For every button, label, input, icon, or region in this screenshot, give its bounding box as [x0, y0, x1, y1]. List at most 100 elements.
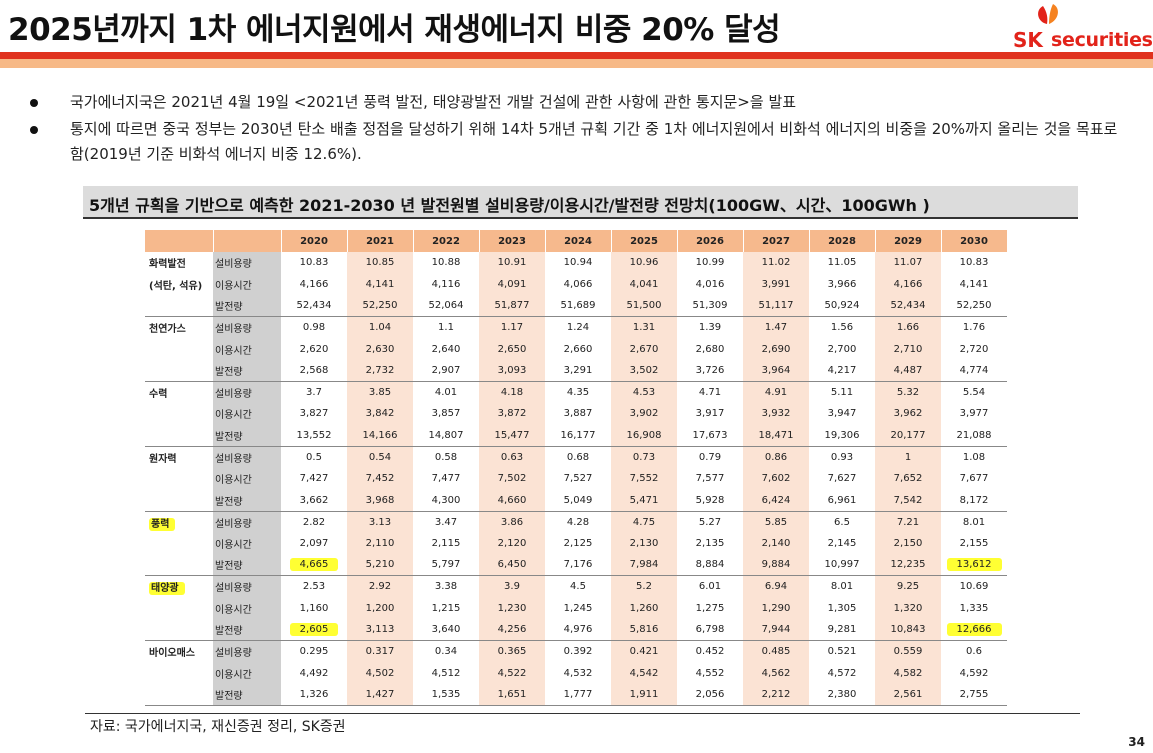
year-header: 2026 [677, 230, 744, 252]
item-label: 발전량 [213, 359, 281, 382]
value-cell: 1,275 [695, 602, 725, 614]
table-row: 이용시간 3,827 3,842 3,857 3,872 3,887 3,902 3,917 3… [145, 403, 1007, 425]
bullet-dot-icon [30, 126, 38, 134]
group-name-blank [145, 338, 213, 360]
value-cell: 3,662 [299, 494, 329, 506]
year-header: 2020 [281, 230, 348, 252]
value-cell: 4,572 [827, 667, 857, 679]
value-cell: 3,726 [695, 365, 725, 377]
value-cell: 15,477 [479, 424, 545, 447]
value-cell: 0.421 [611, 640, 677, 663]
value-cell: 52,434 [875, 295, 941, 317]
value-cell: 8,172 [959, 494, 989, 506]
value-cell: 19,306 [824, 429, 860, 441]
value-cell: 1.17 [479, 316, 545, 339]
group-name-blank [145, 490, 213, 512]
group-name: 천연가스 [145, 316, 213, 339]
value-cell: 4,562 [743, 662, 809, 684]
value-cell: 51,309 [692, 300, 728, 312]
value-cell: 0.54 [347, 445, 413, 468]
table-row: 원자력 설비용량 0.5 0.54 0.58 0.63 0.68 0.73 0.79 0.86 0.… [145, 445, 1007, 468]
item-label: 설비용량 [213, 381, 281, 404]
value-cell: 6,450 [479, 554, 545, 576]
value-cell: 3,968 [347, 489, 413, 512]
value-cell: 8,884 [695, 559, 725, 571]
item-label: 발전량 [213, 683, 281, 706]
value-cell: 5,816 [611, 619, 677, 641]
group-name-text: 원자력 [149, 453, 177, 465]
value-cell: 20,177 [875, 424, 941, 447]
value-cell: 4,592 [959, 667, 989, 679]
value-cell: 2,155 [959, 538, 989, 550]
value-cell: 3.13 [347, 510, 413, 533]
value-cell: 10.69 [941, 575, 1007, 598]
value-cell: 2,620 [299, 343, 329, 355]
table-row: 발전량 4,665 5,210 5,797 6,450 7,176 7,984 8,884 9,… [145, 554, 1007, 576]
value-cell: 5.27 [677, 510, 743, 533]
table-row: 바이오매스 설비용량 0.295 0.317 0.34 0.365 0.392 0.421 0.… [145, 640, 1007, 663]
value-cell: 5.85 [743, 510, 809, 533]
value-cell: 1.04 [347, 316, 413, 339]
bullet-item: 통지에 따르면 중국 정부는 2030년 탄소 배출 정점을 달성하기 위해 1… [30, 117, 1130, 167]
value-cell: 0.452 [677, 640, 743, 663]
value-cell: 4,217 [827, 365, 857, 377]
value-cell: 2,150 [875, 532, 941, 555]
table-row: 화력발전 설비용량 10.83 10.85 10.88 10.91 10.94 10.96 10… [145, 252, 1007, 274]
value-cell: 4.75 [611, 510, 677, 533]
group-name-text: 태양광 [149, 582, 185, 596]
highlighted-value: 12,666 [946, 623, 1002, 637]
table-row: 천연가스 설비용량 0.98 1.04 1.1 1.17 1.24 1.31 1.39 1.47 1… [145, 316, 1007, 339]
table-header-row: 2020 2021 2022 2023 2024 2025 2026 2027 2028 2029… [145, 230, 1008, 252]
year-header: 2025 [611, 230, 678, 252]
value-cell: 1.1 [413, 316, 479, 339]
page-title: 2025년까지 1차 에너지원에서 재생에너지 비중 20% 달성 [8, 12, 781, 48]
value-cell: 1,335 [959, 602, 989, 614]
value-cell: 8.01 [941, 510, 1007, 533]
value-cell: 5,797 [431, 559, 461, 571]
value-cell: 3.86 [479, 510, 545, 533]
value-cell: 4,774 [959, 365, 989, 377]
group-name: 원자력 [145, 445, 213, 468]
value-cell: 4,041 [611, 273, 677, 296]
value-cell: 4.28 [545, 510, 611, 533]
value-cell: 2,561 [875, 683, 941, 706]
value-cell: 10,997 [824, 559, 860, 571]
table-row: 발전량 52,434 52,250 52,064 51,877 51,689 51,500 5… [145, 295, 1007, 317]
value-cell: 1 [875, 445, 941, 468]
value-cell: 3,917 [695, 408, 725, 420]
group-name: 태양광 [145, 575, 213, 598]
year-header: 2029 [875, 230, 942, 252]
group-name-text: 수력 [149, 389, 168, 401]
source-note: 자료: 국가에너지국, 재신증권 정리, SK증권 [90, 719, 346, 735]
sk-securities-logo: SK securities [999, 2, 1153, 52]
value-cell: 0.86 [743, 445, 809, 468]
group-name-blank [145, 554, 213, 576]
value-cell: 2,140 [743, 532, 809, 555]
value-cell: 0.6 [941, 640, 1007, 663]
value-cell: 3,872 [479, 403, 545, 425]
value-cell: 10.99 [695, 257, 725, 269]
value-cell: 4,141 [347, 273, 413, 296]
value-cell: 6.5 [809, 510, 875, 533]
sk-butterfly-icon [1038, 4, 1058, 24]
header-blank [213, 230, 282, 252]
value-cell: 0.79 [677, 445, 743, 468]
value-cell: 6,424 [743, 489, 809, 512]
table-row: 발전량 13,552 14,166 14,807 15,477 16,177 16,908 1… [145, 424, 1007, 447]
value-cell: 2,212 [743, 683, 809, 706]
value-cell: 3,093 [479, 359, 545, 382]
group-name: 풍력 [145, 510, 213, 533]
year-header: 2027 [743, 230, 810, 252]
value-cell: 4,502 [347, 662, 413, 684]
value-cell: 7,627 [827, 473, 857, 485]
year-header: 2022 [413, 230, 480, 252]
year-header: 2023 [479, 230, 546, 252]
value-cell: 2,732 [347, 359, 413, 382]
value-cell: 2,660 [563, 343, 593, 355]
table-row: (석탄, 석유) 이용시간 4,166 4,141 4,116 4,091 4,066 4,0… [145, 273, 1007, 296]
value-cell: 7,542 [875, 489, 941, 512]
value-cell: 2,115 [431, 538, 461, 550]
value-cell: 4,066 [563, 278, 593, 290]
logo-sk-text: SK [1013, 28, 1043, 52]
table-row: 이용시간 1,160 1,200 1,215 1,230 1,245 1,260 1,275 1… [145, 597, 1007, 620]
